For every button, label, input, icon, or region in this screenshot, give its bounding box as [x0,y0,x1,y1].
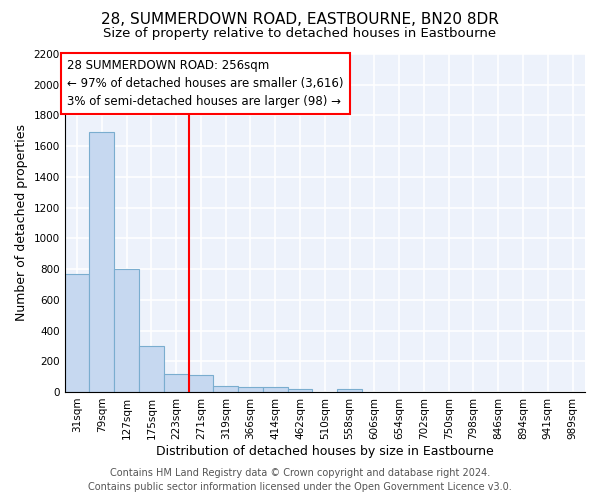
Text: Size of property relative to detached houses in Eastbourne: Size of property relative to detached ho… [103,28,497,40]
Bar [263,388,287,392]
Y-axis label: Number of detached properties: Number of detached properties [15,124,28,322]
Bar [337,389,362,392]
Bar [139,346,164,392]
Bar [89,132,114,392]
Bar [238,388,263,392]
Text: 28, SUMMERDOWN ROAD, EASTBOURNE, BN20 8DR: 28, SUMMERDOWN ROAD, EASTBOURNE, BN20 8D… [101,12,499,28]
Bar [114,269,139,392]
Bar [287,389,313,392]
Bar [65,274,89,392]
Bar [188,375,214,392]
Bar [164,374,188,392]
Text: Contains HM Land Registry data © Crown copyright and database right 2024.
Contai: Contains HM Land Registry data © Crown c… [88,468,512,492]
Bar [214,386,238,392]
X-axis label: Distribution of detached houses by size in Eastbourne: Distribution of detached houses by size … [156,444,494,458]
Text: 28 SUMMERDOWN ROAD: 256sqm
← 97% of detached houses are smaller (3,616)
3% of se: 28 SUMMERDOWN ROAD: 256sqm ← 97% of deta… [67,59,344,108]
